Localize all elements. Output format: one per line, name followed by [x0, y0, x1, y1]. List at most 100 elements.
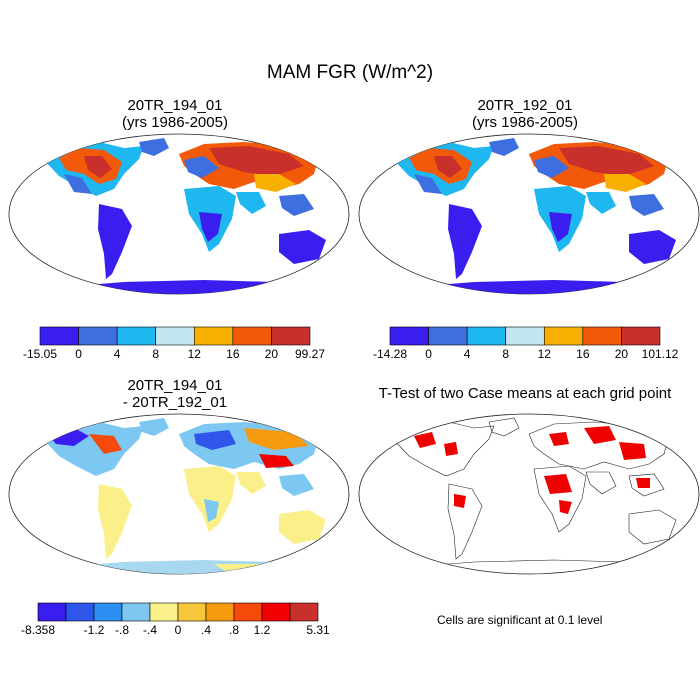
panel3-title-line2: - 20TR_192_01	[122, 394, 228, 411]
colorbar-swatch	[39, 326, 79, 346]
greenland-land	[139, 418, 169, 436]
colorbar-label: 0	[75, 347, 82, 361]
colorbar-label: 8	[152, 347, 160, 361]
southeast-asia-land	[629, 194, 664, 216]
arabia-india-land	[586, 192, 616, 214]
antarctica-land	[74, 560, 314, 574]
africa-coast	[533, 465, 587, 533]
main-title: MAM FGR (W/m^2)	[266, 62, 434, 83]
colorbar-label: 99.27	[294, 347, 326, 361]
colorbar-swatch	[261, 602, 291, 622]
colorbar-label: 4	[113, 347, 121, 361]
colorbar-label: 16	[226, 347, 240, 361]
panel1-title-line2: (yrs 1986-2005)	[122, 114, 228, 131]
australia-coast	[628, 509, 677, 545]
antarctica-land	[74, 280, 314, 294]
colorbar-swatch	[65, 602, 95, 622]
europe-cool-field	[534, 156, 569, 178]
colorbar-swatch	[389, 326, 429, 346]
africa-neg-field	[204, 499, 219, 522]
south-america-land	[98, 484, 132, 559]
southeast-asia-land	[279, 474, 314, 496]
colorbar-label: 0	[174, 623, 182, 637]
significant-cells	[414, 426, 650, 514]
north-america-hot-field	[84, 156, 112, 178]
asia-mid-field	[604, 174, 646, 192]
colorbar-swatch	[621, 326, 661, 346]
colorbar-label: 12	[537, 347, 551, 361]
colorbar-swatch	[149, 602, 179, 622]
africa-cool-field	[549, 212, 572, 242]
panel2-title-line1: 20TR_192_01	[477, 97, 573, 114]
asia-strong-pos-field	[259, 454, 294, 468]
colorbar-swatch	[232, 326, 272, 346]
colorbar-label: 5.31	[306, 623, 330, 637]
map-panel-2	[358, 133, 700, 295]
colorbar-label: -15.05	[22, 347, 58, 361]
colorbar-swatch	[428, 326, 468, 346]
colorbar-label: .8	[228, 623, 239, 637]
map-panel-4	[358, 413, 700, 575]
colorbar-label: 8	[502, 347, 510, 361]
colorbar-2	[389, 326, 661, 346]
eurasia-hot-field	[209, 146, 304, 176]
colorbar-label: -8.358	[20, 623, 56, 637]
greenland-land	[139, 138, 169, 156]
panel3-title: 20TR_194_01 - 20TR_192_01	[30, 377, 320, 411]
colorbar-swatch	[271, 326, 311, 346]
colorbar-label: .4	[200, 623, 211, 637]
south-america-coast	[447, 483, 483, 560]
colorbar-swatch	[233, 602, 263, 622]
panel1-title-line1: 20TR_194_01	[127, 97, 223, 114]
sig-cell-eu	[549, 432, 569, 446]
colorbar-swatch	[37, 602, 67, 622]
land-fields	[44, 138, 326, 294]
colorbar-label: 20	[614, 347, 629, 361]
sig-cell-asia2	[619, 442, 646, 460]
sig-cell-africa1	[544, 474, 572, 494]
colorbar-swatch	[93, 602, 123, 622]
north-america-cool-field	[64, 174, 92, 194]
map-panel-3	[8, 413, 350, 575]
greenland-land	[489, 138, 519, 156]
australia-land	[279, 510, 326, 544]
southeast-asia-coast	[628, 473, 665, 497]
sig-cell-africa2	[559, 500, 572, 514]
colorbar-swatch	[543, 326, 584, 346]
colorbar-swatch	[582, 326, 622, 346]
colorbar-swatch	[289, 602, 319, 622]
asia-mid-field	[254, 174, 296, 192]
colorbar-label: 1.2	[253, 623, 271, 637]
north-america-cool-field	[414, 174, 442, 194]
colorbar-label: 12	[187, 347, 201, 361]
australia-land	[629, 230, 676, 264]
eurasia-hot-field	[559, 146, 654, 176]
arabia-india-coast	[585, 471, 617, 495]
sig-cell-asia1	[584, 426, 616, 444]
panel1-title: 20TR_194_01 (yrs 1986-2005)	[30, 97, 320, 131]
colorbar-swatch	[155, 326, 195, 346]
south-america-land	[448, 204, 482, 279]
globe-outline	[358, 413, 700, 575]
colorbar-swatch	[177, 602, 207, 622]
arabia-india-land	[236, 472, 266, 494]
panel4-title: T-Test of two Case means at each grid po…	[352, 385, 698, 402]
colorbar-label: -.8	[114, 623, 129, 637]
colorbar-swatch	[205, 602, 235, 622]
colorbar-label: 101.12	[641, 347, 679, 361]
colorbar-3	[37, 602, 319, 622]
colorbar-label: 4	[463, 347, 471, 361]
colorbar-label: 20	[264, 347, 279, 361]
significance-note: Cells are significant at 0.1 level	[437, 613, 603, 627]
panel2-title-line2: (yrs 1986-2005)	[472, 114, 578, 131]
colorbar-swatch	[505, 326, 545, 346]
eurasia-coast	[528, 421, 670, 470]
europe-cool-field	[184, 156, 219, 178]
colorbar-swatch	[466, 326, 507, 346]
sig-cell-sea	[636, 478, 650, 488]
colorbar-label: -1.2	[83, 623, 105, 637]
sig-cell-na1	[414, 432, 436, 448]
panel3-title-line1: 20TR_194_01	[127, 377, 223, 394]
sig-cell-sa	[454, 494, 466, 508]
southeast-asia-land	[279, 194, 314, 216]
